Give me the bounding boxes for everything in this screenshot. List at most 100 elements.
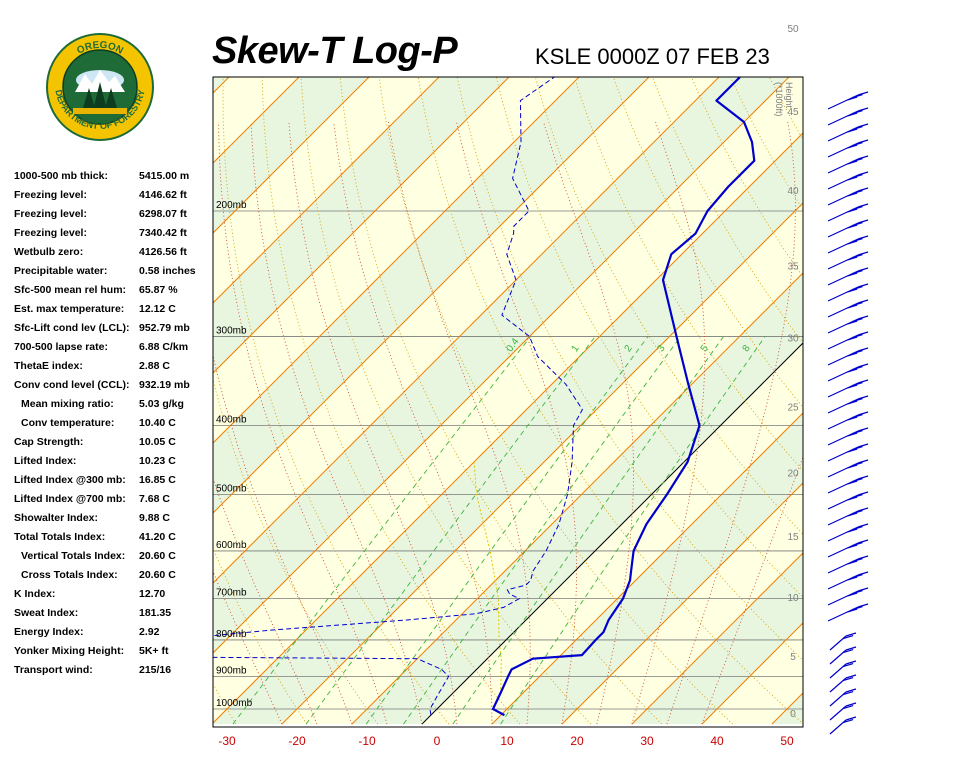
index-row: 700-500 lapse rate: 6.88 C/km — [14, 341, 214, 360]
index-value: 181.35 — [139, 607, 172, 619]
index-value: 10.23 C — [139, 455, 176, 467]
mixing-ratio-line — [500, 336, 766, 725]
wind-barb — [827, 107, 869, 126]
moist-adiabat — [288, 121, 458, 725]
height-tick-label: 50 — [787, 24, 799, 35]
height-axis-title: (*1000ft) — [774, 82, 784, 117]
isotherm — [213, 77, 370, 234]
index-label: Freezing level: — [14, 208, 87, 220]
isotherm — [491, 412, 803, 725]
pressure-label: 600mb — [216, 540, 247, 551]
wind-barb — [827, 283, 869, 302]
index-row: Lifted Index @700 mb: 7.68 C — [14, 493, 214, 512]
pressure-label: 700mb — [216, 588, 247, 599]
pressure-label: 200mb — [216, 200, 247, 211]
index-value: 2.92 — [139, 626, 160, 638]
isotherm — [281, 202, 803, 725]
isotherm — [213, 77, 720, 584]
wind-barb — [829, 674, 857, 693]
index-value: 2.88 C — [139, 360, 170, 372]
index-row: Total Totals Index: 41.20 C — [14, 531, 214, 550]
temperature-tick-label: 40 — [710, 734, 724, 748]
mixing-ratio-label: 1 — [569, 343, 581, 354]
wind-barb — [827, 507, 869, 526]
mixing-ratio-line — [305, 336, 596, 725]
wind-barb — [827, 443, 869, 462]
isotherm — [213, 77, 650, 514]
mixing-ratio-line — [232, 336, 532, 725]
index-row: Sfc-Lift cond lev (LCL): 952.79 mb — [14, 322, 214, 341]
moist-adiabat — [631, 121, 706, 725]
index-label: Sfc-Lift cond lev (LCL): — [14, 322, 130, 334]
wind-barb — [827, 203, 869, 222]
index-row: Est. max temperature: 12.12 C — [14, 303, 214, 322]
dry-adiabat — [952, 0, 960, 724]
mixing-ratio-label: 5 — [699, 343, 711, 354]
isotherm — [213, 77, 510, 374]
temperature-tick-label: 50 — [780, 734, 794, 748]
isotherm — [213, 77, 790, 654]
temperature-tick-label: 0 — [434, 734, 441, 748]
wind-barb — [827, 235, 869, 254]
wind-barb — [829, 646, 857, 665]
chart-title: Skew-T Log-P — [212, 30, 458, 72]
index-value: 5K+ ft — [139, 645, 169, 657]
pressure-label: 400mb — [216, 414, 247, 425]
index-row: K Index: 12.70 — [14, 588, 214, 607]
index-row: 1000-500 mb thick: 5415.00 m — [14, 170, 214, 189]
mixing-ratio-label: 8 — [741, 343, 753, 354]
height-tick-label: 40 — [787, 186, 799, 197]
index-value: 5415.00 m — [139, 170, 190, 182]
isotherm — [561, 482, 803, 725]
index-label: Est. max temperature: — [14, 303, 125, 315]
index-label: Mean mixing ratio: — [21, 398, 114, 410]
wind-barb — [827, 571, 869, 590]
index-value: 7.68 C — [139, 493, 170, 505]
height-tick-label: 10 — [787, 593, 799, 604]
wind-barb — [827, 587, 869, 606]
index-value: 215/16 — [139, 664, 172, 676]
index-value: 10.05 C — [139, 436, 176, 448]
index-label: Conv temperature: — [21, 417, 115, 429]
height-tick-label: 20 — [787, 469, 799, 480]
index-value: 9.88 C — [139, 512, 170, 524]
parcel-path — [473, 461, 502, 694]
index-value: 0.58 inches — [139, 265, 196, 277]
wind-barb — [827, 315, 869, 334]
index-row: Conv temperature: 10.40 C — [14, 417, 214, 436]
wind-barb — [827, 395, 869, 414]
index-label: Transport wind: — [14, 664, 93, 676]
index-value: 20.60 C — [139, 550, 176, 562]
index-row: Vertical Totals Index: 20.60 C — [14, 550, 214, 569]
wind-barb — [827, 267, 869, 286]
isotherm — [213, 77, 300, 164]
moist-adiabat — [666, 121, 796, 725]
isotherm — [351, 272, 803, 725]
mixing-ratio-line — [452, 336, 724, 725]
wind-barb — [827, 331, 869, 350]
temperature-tick-label: -20 — [288, 734, 306, 748]
index-row: Mean mixing ratio: 5.03 g/kg — [14, 398, 214, 417]
dry-adiabat — [222, 77, 450, 725]
index-label: Energy Index: — [14, 626, 84, 638]
index-value: 4146.62 ft — [139, 189, 187, 201]
index-row: Conv cond level (CCL): 932.19 mb — [14, 379, 214, 398]
index-value: 20.60 C — [139, 569, 176, 581]
plot-area: 0.4 1 2 3 5 8 — [213, 0, 960, 725]
isotherm — [213, 132, 803, 724]
index-label: Freezing level: — [14, 189, 87, 201]
index-row: Freezing level: 7340.42 ft — [14, 227, 214, 246]
station-time-label: KSLE 0000Z 07 FEB 23 — [535, 44, 770, 69]
index-label: Wetbulb zero: — [14, 246, 84, 258]
index-row: ThetaE index: 2.88 C — [14, 360, 214, 379]
mixing-ratio-line — [403, 336, 681, 725]
svg-text:OREGON: OREGON — [75, 40, 125, 57]
wind-barb — [827, 219, 869, 238]
dry-adiabat — [378, 77, 734, 725]
dry-adiabat — [843, 0, 960, 724]
index-label: Showalter Index: — [14, 512, 99, 524]
index-row: Wetbulb zero: 4126.56 ft — [14, 246, 214, 265]
index-value: 7340.42 ft — [139, 227, 187, 239]
index-label: 700-500 lapse rate: — [14, 341, 108, 353]
isotherm — [842, 0, 960, 724]
